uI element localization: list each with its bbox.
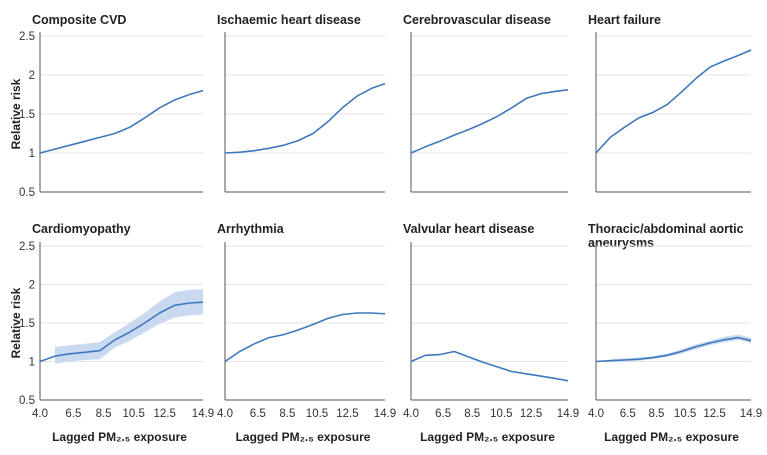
y-tick-label: 1: [29, 148, 35, 160]
panel-title-line: Composite CVD: [32, 13, 126, 27]
series-line: [224, 312, 386, 363]
x-tick-label: 8.5: [279, 408, 295, 420]
x-tick-label: 12.5: [336, 408, 358, 420]
series-line: [410, 89, 569, 154]
panel-title-line: Cardiomyopathy: [32, 222, 131, 236]
series-line: [39, 301, 204, 363]
panel-title-line: Ischaemic heart disease: [217, 13, 361, 27]
panel-title-line: aneurysms: [588, 236, 654, 250]
x-tick-label: 14.9: [557, 408, 579, 420]
y-tick-label: 2.5: [19, 241, 35, 253]
panel-title: Composite CVD: [32, 13, 126, 27]
x-tick-label: 4.0: [588, 408, 604, 420]
panel-title: Ischaemic heart disease: [217, 13, 361, 27]
x-tick-label: 10.5: [674, 408, 696, 420]
x-tick-label: 8.5: [648, 408, 664, 420]
panel-title: Valvular heart disease: [403, 222, 534, 236]
x-tick-label: 14.9: [740, 408, 762, 420]
panel-title-line: Heart failure: [588, 13, 661, 27]
confidence-band: [55, 289, 203, 364]
x-axis-title: Lagged PM₂.₅ exposure: [52, 430, 187, 444]
panel-7: Valvular heart disease 4.0 6.5 8.5 10.5 12.5 1…: [403, 222, 579, 444]
panel-1: Composite CVD 0.5 1 1.5 2 2.5 Relative risk: [9, 13, 204, 199]
panel-5: Cardiomyopathy 0.5 1 1.5 2 2.5 4.0 6.5 8.5 10.5 12…: [9, 222, 214, 444]
x-tick-label: 14.9: [374, 408, 396, 420]
panel-title-line: Thoracic/abdominal aortic: [588, 222, 744, 236]
x-tick-label: 10.5: [306, 408, 328, 420]
x-tick-label: 14.9: [192, 408, 214, 420]
x-tick-label: 6.5: [250, 408, 266, 420]
x-tick-label: 8.5: [464, 408, 480, 420]
panel-title: Arrhythmia: [217, 222, 285, 236]
series-line: [224, 82, 386, 154]
panel-title-line: Cerebrovascular disease: [403, 13, 551, 27]
y-axis-title: Relative risk: [9, 78, 23, 149]
y-tick-label: 1.5: [19, 109, 35, 121]
y-tick-label: 2.5: [19, 31, 35, 43]
panel-3: Cerebrovascular disease: [403, 13, 569, 193]
x-axis-title: Lagged PM₂.₅ exposure: [420, 430, 555, 444]
series-line: [410, 350, 569, 382]
panel-title-line: Valvular heart disease: [403, 222, 534, 236]
panel-4: Heart failure: [588, 13, 752, 193]
x-tick-label: 6.5: [435, 408, 451, 420]
y-axis-title: Relative risk: [9, 287, 23, 358]
x-tick-label: 8.5: [96, 408, 112, 420]
x-tick-label: 4.0: [217, 408, 233, 420]
panel-2: Ischaemic heart disease: [217, 13, 386, 193]
y-tick-label: 2: [29, 70, 35, 82]
x-tick-label: 6.5: [65, 408, 81, 420]
x-tick-label: 4.0: [32, 408, 48, 420]
x-axis-title: Lagged PM₂.₅ exposure: [236, 430, 371, 444]
panel-title: Heart failure: [588, 13, 661, 27]
y-tick-label: 2: [29, 280, 35, 292]
x-tick-label: 4.0: [403, 408, 419, 420]
x-tick-label: 10.5: [123, 408, 145, 420]
series-line: [39, 89, 204, 154]
series-line: [595, 336, 752, 363]
x-tick-label: 12.5: [703, 408, 725, 420]
panel-title: Cardiomyopathy: [32, 222, 131, 236]
x-tick-label: 10.5: [490, 408, 512, 420]
x-axis-title: Lagged PM₂.₅ exposure: [604, 430, 739, 444]
x-tick-label: 12.5: [153, 408, 175, 420]
series-line: [595, 49, 752, 154]
y-tick-label: 0.5: [19, 187, 35, 199]
y-tick-label: 1.5: [19, 318, 35, 330]
x-tick-label: 12.5: [520, 408, 542, 420]
y-tick-label: 0.5: [19, 395, 35, 407]
x-tick-label: 6.5: [620, 408, 636, 420]
panel-title-line: Arrhythmia: [217, 222, 285, 236]
panel-title: Cerebrovascular disease: [403, 13, 551, 27]
y-tick-label: 1: [29, 357, 35, 369]
